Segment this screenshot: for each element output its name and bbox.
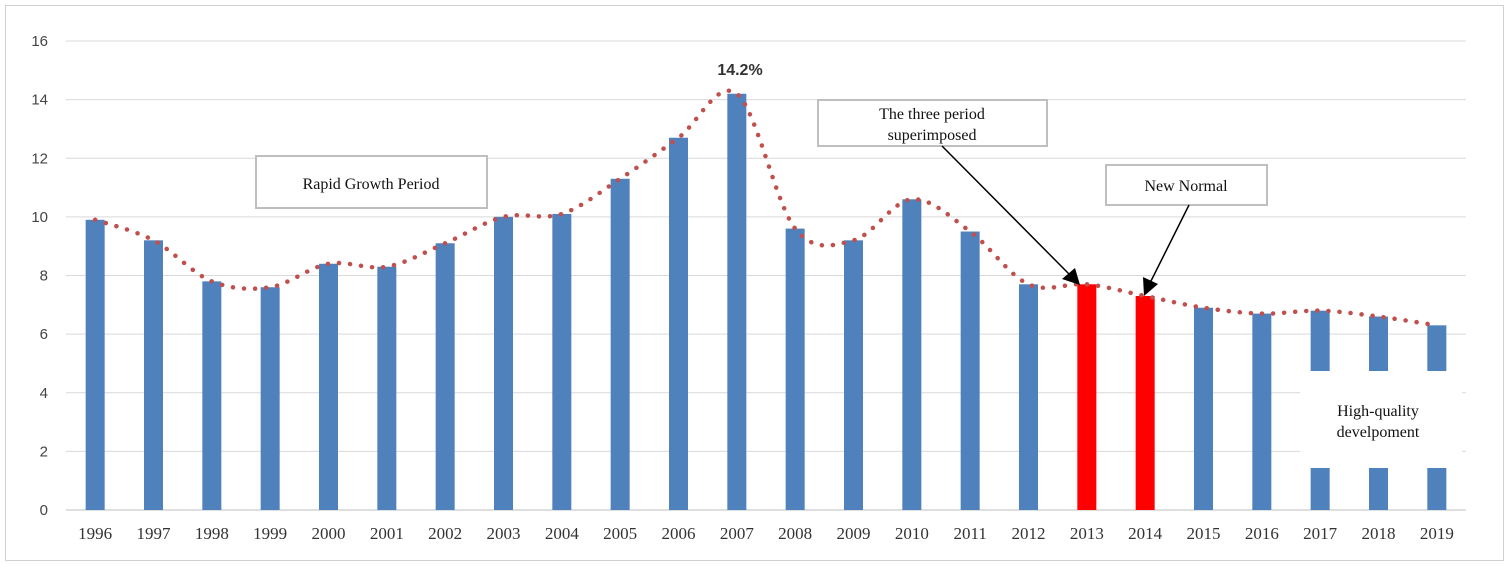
bar-1997 — [144, 240, 163, 510]
bar-2014 — [1135, 296, 1155, 510]
three-period-label-line1: The three period — [879, 106, 985, 123]
high-quality-mask — [1300, 371, 1462, 468]
x-tick-label: 2006 — [662, 524, 696, 543]
three-period-arrow-line — [941, 145, 1070, 275]
bar-2016 — [1252, 313, 1272, 510]
three-period-box — [817, 99, 1048, 147]
y-tick-label: 8 — [40, 268, 48, 285]
x-tick-label: 1999 — [253, 524, 287, 543]
bar-1998 — [202, 281, 222, 510]
x-tick-label: 2018 — [1362, 524, 1396, 543]
bar-2008 — [785, 228, 805, 510]
x-tick-label: 2009 — [837, 524, 871, 543]
bars — [85, 93, 1447, 511]
high-quality-annotation: High-quality develpoment — [1337, 403, 1420, 441]
y-tick-label: 6 — [40, 326, 48, 343]
bar-2007 — [727, 93, 747, 510]
rapid-growth-box — [255, 155, 488, 209]
x-tick-label: 1996 — [78, 524, 112, 543]
bar-1999 — [260, 287, 280, 510]
bar-2004 — [552, 213, 572, 510]
high-quality-label-line2: develpoment — [1337, 424, 1420, 441]
x-tick-label: 2010 — [895, 524, 929, 543]
bar-2011 — [960, 231, 980, 510]
bar-2000 — [319, 263, 338, 510]
x-tick-label: 2004 — [545, 524, 580, 543]
x-tick-label: 2014 — [1128, 524, 1163, 543]
bar-2005 — [610, 178, 630, 511]
three-period-annotation: The three period superimposed — [817, 99, 1048, 147]
x-tick-label: 2008 — [778, 524, 812, 543]
bar-2001 — [377, 266, 397, 510]
x-tick-label: 2003 — [487, 524, 521, 543]
y-tick-label: 0 — [40, 502, 48, 519]
y-tick-label: 16 — [31, 33, 48, 50]
trendline — [92, 88, 1440, 328]
new-normal-annotation: New Normal — [1105, 164, 1268, 206]
bar-2012 — [1019, 284, 1038, 510]
y-tick-label: 2 — [40, 443, 48, 460]
bar-2015 — [1194, 307, 1213, 510]
new-normal-label: New Normal — [1144, 178, 1228, 195]
x-tick-label: 2000 — [312, 524, 346, 543]
x-tick-label: 2019 — [1420, 524, 1454, 543]
x-tick-label: 2007 — [720, 524, 755, 543]
new-normal-arrowhead — [1143, 277, 1158, 296]
gridlines — [66, 40, 1466, 511]
bar-2010 — [902, 199, 922, 510]
three-period-arrowhead — [1062, 268, 1080, 285]
bar-2013 — [1077, 284, 1097, 510]
y-tick-label: 12 — [31, 150, 48, 167]
rapid-growth-label: Rapid Growth Period — [303, 176, 440, 193]
new-normal-arrow-line — [1150, 204, 1190, 282]
x-tick-label: 2016 — [1245, 524, 1279, 543]
x-tick-label: 1997 — [137, 524, 172, 543]
x-axis-ticks: 1996 1997 1998 1999 2000 2001 2002 2003 2004 2005… — [78, 524, 1454, 543]
rapid-growth-annotation: Rapid Growth Period — [255, 155, 488, 209]
x-tick-label: 2002 — [428, 524, 462, 543]
three-period-label-line2: superimposed — [888, 127, 977, 144]
bar-2003 — [494, 216, 513, 510]
y-tick-label: 10 — [31, 209, 48, 226]
y-axis-ticks: 0 2 4 6 8 10 12 14 16 — [31, 33, 48, 519]
bar-2006 — [669, 137, 688, 510]
x-tick-label: 2013 — [1070, 524, 1104, 543]
trendline-path — [92, 88, 1440, 328]
new-normal-box — [1105, 164, 1268, 206]
chart-frame — [5, 5, 1504, 561]
x-tick-label: 2017 — [1303, 524, 1338, 543]
x-tick-label: 2001 — [370, 524, 404, 543]
y-tick-label: 14 — [31, 92, 48, 109]
y-tick-label: 4 — [40, 385, 48, 402]
bar-2009 — [844, 240, 863, 510]
arrows — [941, 145, 1190, 296]
x-tick-label: 2012 — [1012, 524, 1046, 543]
x-tick-label: 2015 — [1187, 524, 1221, 543]
x-tick-label: 1998 — [195, 524, 229, 543]
bar-2002 — [435, 243, 455, 510]
x-tick-label: 2005 — [603, 524, 637, 543]
high-quality-label-line1: High-quality — [1337, 403, 1419, 420]
x-tick-label: 2011 — [953, 524, 986, 543]
peak-label: 14.2% — [717, 62, 762, 79]
bar-1996 — [85, 219, 105, 510]
